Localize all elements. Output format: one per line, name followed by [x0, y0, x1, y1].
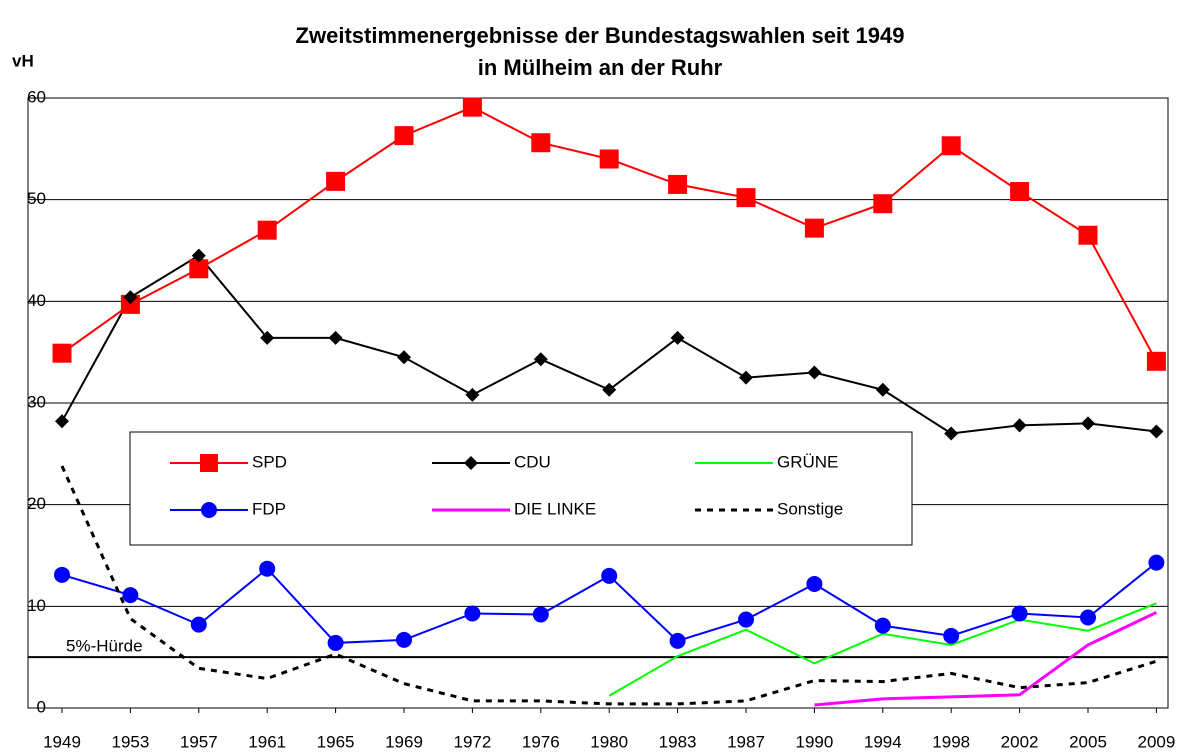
data-point [54, 566, 70, 583]
data-point [599, 149, 619, 169]
data-point [670, 330, 685, 345]
data-point [191, 248, 206, 263]
series-line [814, 611, 1158, 707]
x-tick-label: 1994 [864, 732, 902, 751]
legend-label: FDP [252, 499, 286, 518]
y-tick-label: 0 [37, 697, 46, 716]
data-point [738, 611, 754, 628]
x-tick-label: 1949 [43, 732, 81, 751]
data-point [531, 133, 551, 153]
x-tick-label: 2005 [1069, 732, 1107, 751]
data-point [122, 587, 139, 604]
data-point [669, 632, 686, 649]
data-point [739, 370, 753, 385]
series-line [61, 106, 1158, 362]
chart-title: in Mülheim an der Ruhr [478, 55, 723, 80]
x-tick-label: 1972 [453, 732, 491, 751]
data-point [1080, 609, 1096, 626]
x-tick-label: 1983 [659, 732, 697, 751]
data-point [260, 330, 275, 345]
data-point [1081, 416, 1095, 431]
data-point [326, 171, 346, 191]
data-point [397, 350, 411, 365]
data-point [464, 605, 481, 622]
legend-label: Sonstige [777, 499, 843, 518]
y-tick-label: 20 [27, 494, 46, 513]
data-point [533, 352, 548, 367]
x-tick-label: 1957 [180, 732, 218, 751]
data-point [943, 627, 960, 644]
x-tick-label: 1998 [932, 732, 970, 751]
y-tick-label: 40 [27, 291, 46, 310]
x-tick-label: 2009 [1137, 732, 1175, 751]
x-tick-label: 1961 [248, 732, 286, 751]
y-tick-label: 30 [27, 392, 46, 411]
x-tick-label: 2002 [1001, 732, 1039, 751]
y-tick-label: 50 [27, 189, 46, 208]
data-point [875, 382, 890, 397]
data-point [465, 387, 480, 402]
data-point [257, 220, 277, 240]
y-tick-label: 60 [27, 87, 46, 106]
legend-marker [201, 502, 217, 518]
x-tick-label: 1987 [727, 732, 765, 751]
data-point [123, 290, 138, 305]
legend-marker [200, 454, 218, 472]
data-point [396, 631, 412, 648]
series-line [608, 602, 1157, 697]
chart-title: Zweitstimmenergebnisse der Bundestagswah… [296, 23, 905, 48]
x-tick-label: 1953 [111, 732, 149, 751]
data-point [462, 97, 482, 117]
data-point [602, 382, 617, 397]
data-point [807, 365, 822, 380]
data-point [944, 426, 959, 441]
data-point [394, 126, 414, 146]
legend-label: DIE LINKE [514, 499, 596, 518]
data-point [1010, 182, 1030, 202]
data-point [804, 218, 824, 238]
y-axis-label: vH [12, 51, 34, 70]
x-tick-label: 1976 [522, 732, 560, 751]
legend [129, 431, 913, 546]
x-tick-label: 1990 [795, 732, 833, 751]
data-point [806, 575, 823, 592]
data-point [1146, 351, 1166, 371]
data-point [873, 194, 893, 214]
series-line [61, 254, 1157, 435]
data-point [1011, 605, 1028, 622]
threshold-label: 5%-Hürde [66, 637, 143, 656]
series-line [60, 465, 1157, 706]
data-point [1012, 418, 1027, 433]
data-point [532, 606, 549, 623]
x-tick-label: 1980 [590, 732, 628, 751]
data-point [52, 343, 72, 363]
data-point [874, 617, 891, 634]
data-point [1149, 424, 1164, 439]
data-point [259, 560, 276, 577]
x-tick-label: 1969 [385, 732, 423, 751]
legend-label: SPD [252, 452, 287, 471]
plot-frame [27, 97, 1169, 709]
data-point [55, 414, 69, 429]
y-tick-label: 10 [27, 596, 46, 615]
data-point [328, 330, 343, 345]
data-point [941, 136, 961, 156]
data-point [1078, 225, 1098, 245]
data-point [601, 567, 618, 584]
data-point [327, 634, 344, 651]
legend-label: CDU [514, 452, 551, 471]
legend-label: GRÜNE [777, 452, 838, 471]
data-point [668, 174, 688, 194]
legend-marker [464, 456, 478, 470]
data-point [736, 188, 756, 208]
x-tick-label: 1965 [317, 732, 355, 751]
data-point [190, 616, 207, 633]
data-point [1148, 554, 1165, 571]
